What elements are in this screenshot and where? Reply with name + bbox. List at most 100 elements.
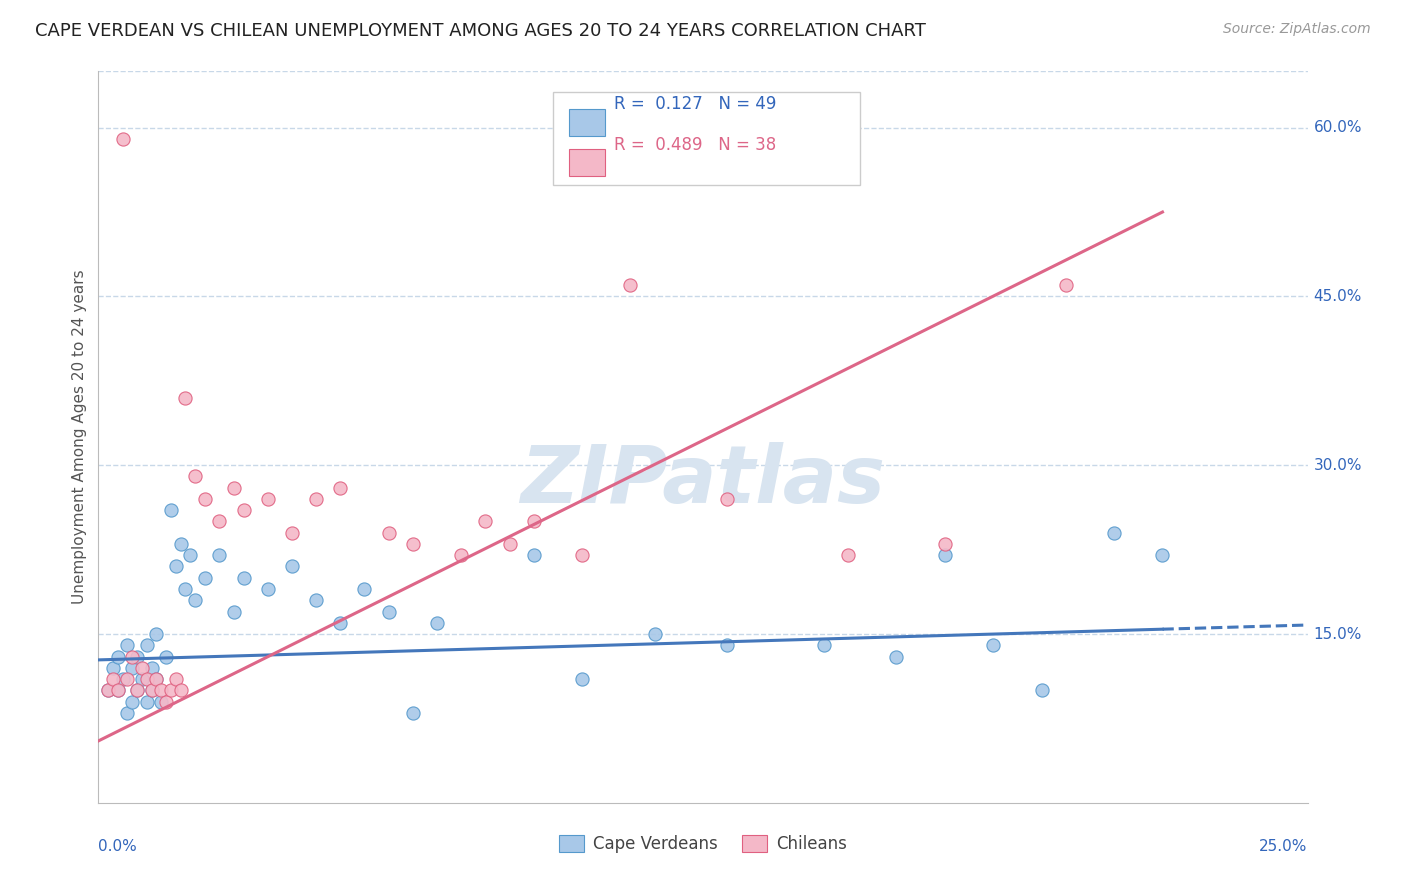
Point [179,548,201,562]
Text: R =  0.127   N = 49: R = 0.127 N = 49 [614,95,776,113]
Point [813,638,835,652]
Point [353,582,375,596]
Point [135,638,157,652]
Point [619,278,641,293]
Point [194,571,217,585]
Point [117,706,139,720]
Point [426,615,449,630]
Point [174,582,197,596]
Text: 15.0%: 15.0% [1313,626,1362,641]
Point [150,683,173,698]
Point [934,537,956,551]
Point [402,706,425,720]
Point [1031,683,1053,698]
Point [145,627,167,641]
Point [111,132,134,146]
Point [160,503,183,517]
Point [450,548,472,562]
Point [402,537,425,551]
Point [329,615,352,630]
Point [222,605,245,619]
Point [127,649,149,664]
Text: R =  0.489   N = 38: R = 0.489 N = 38 [614,136,776,153]
Point [523,548,546,562]
Point [165,559,187,574]
Point [141,683,163,698]
Point [135,694,157,708]
Point [498,537,520,551]
Point [145,672,167,686]
Point [127,683,149,698]
Point [150,694,173,708]
Point [644,627,666,641]
Point [934,548,956,562]
Point [135,672,157,686]
Point [141,683,163,698]
Point [174,391,197,405]
Point [837,548,859,562]
Text: 30.0%: 30.0% [1313,458,1362,473]
Point [571,672,593,686]
Point [169,537,191,551]
Point [305,593,328,607]
Point [281,525,304,540]
Text: CAPE VERDEAN VS CHILEAN UNEMPLOYMENT AMONG AGES 20 TO 24 YEARS CORRELATION CHART: CAPE VERDEAN VS CHILEAN UNEMPLOYMENT AMO… [35,22,927,40]
Point [208,548,231,562]
Point [377,525,399,540]
Point [523,515,546,529]
Point [256,491,278,506]
Text: 25.0%: 25.0% [1260,839,1308,855]
Point [121,661,143,675]
Point [121,694,143,708]
Point [232,571,254,585]
Point [131,672,153,686]
Point [107,683,129,698]
Point [222,481,245,495]
Point [886,649,908,664]
Point [107,683,129,698]
Text: 60.0%: 60.0% [1313,120,1362,135]
Point [131,661,153,675]
Point [305,491,328,506]
Point [329,481,352,495]
Legend: Cape Verdeans, Chileans: Cape Verdeans, Chileans [560,835,846,853]
Point [97,683,120,698]
Point [232,503,254,517]
Point [117,672,139,686]
Point [1102,525,1125,540]
Text: Source: ZipAtlas.com: Source: ZipAtlas.com [1223,22,1371,37]
Text: 0.0%: 0.0% [98,839,138,855]
Point [716,638,738,652]
Text: 45.0%: 45.0% [1313,289,1362,304]
Text: ZIPatlas: ZIPatlas [520,442,886,520]
Point [981,638,1004,652]
Point [121,649,143,664]
Point [101,672,124,686]
Point [107,649,129,664]
Point [155,694,177,708]
Point [281,559,304,574]
Point [169,683,191,698]
Point [184,469,207,483]
Point [194,491,217,506]
Point [97,683,120,698]
Point [145,672,167,686]
Point [155,649,177,664]
Point [1054,278,1077,293]
Point [141,661,163,675]
Point [377,605,399,619]
Y-axis label: Unemployment Among Ages 20 to 24 years: Unemployment Among Ages 20 to 24 years [72,269,87,605]
Point [1152,548,1174,562]
Point [571,548,593,562]
Point [716,491,738,506]
Point [101,661,124,675]
Point [127,683,149,698]
Point [256,582,278,596]
Point [117,638,139,652]
Point [184,593,207,607]
Point [474,515,496,529]
Point [160,683,183,698]
Point [208,515,231,529]
Point [111,672,134,686]
Point [165,672,187,686]
